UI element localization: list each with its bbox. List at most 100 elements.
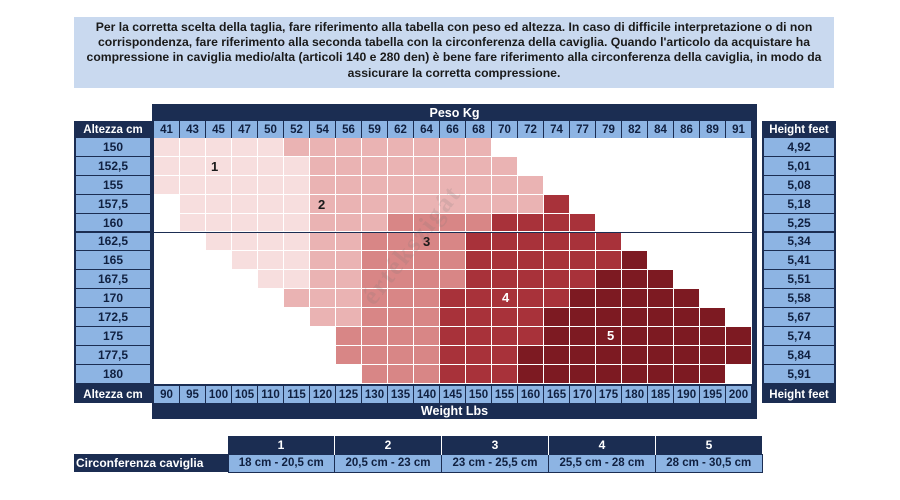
grid-cell [726, 194, 752, 214]
height-cm-label: 175 [76, 327, 150, 346]
grid-cell [284, 364, 310, 384]
grid-cell [544, 138, 570, 157]
height-cm-label: 172,5 [76, 308, 150, 327]
grid-cell [180, 175, 206, 195]
lbs-column-label: 155 [492, 386, 518, 403]
grid-cell [544, 308, 570, 327]
grid-cell [336, 270, 362, 290]
grid-cell [674, 194, 700, 214]
lbs-column-label: 185 [648, 386, 674, 403]
grid-cell [544, 251, 570, 271]
kg-column-label: 45 [206, 121, 232, 138]
grid-cell [622, 364, 648, 384]
grid-cell [362, 270, 388, 290]
grid-cell [388, 308, 414, 327]
grid-cell [258, 327, 284, 346]
grid-cell [440, 213, 466, 233]
grid-cell [674, 345, 700, 365]
lbs-column-label: 170 [570, 386, 596, 403]
grid-cell [284, 138, 310, 157]
grid-cell [518, 327, 544, 346]
grid-cell [206, 156, 232, 176]
grid-cell [440, 175, 466, 195]
grid-cell [440, 251, 466, 271]
legend-range-2: 20,5 cm - 23 cm [334, 453, 442, 473]
grid-cell [700, 194, 726, 214]
grid-cell [362, 194, 388, 214]
height-feet-label: 5,08 [764, 175, 834, 195]
lbs-column-label: 195 [700, 386, 726, 403]
grid-cell [726, 232, 752, 252]
grid-cell [492, 270, 518, 290]
grid-cell [336, 232, 362, 252]
kg-column-label: 54 [310, 121, 336, 138]
grid-cell [388, 327, 414, 346]
lbs-column-label: 90 [154, 386, 180, 403]
grid-cell [336, 345, 362, 365]
grid-cell [492, 289, 518, 309]
grid-cell [154, 251, 180, 271]
grid-cell [440, 308, 466, 327]
grid-cell [570, 289, 596, 309]
grid-cell [362, 251, 388, 271]
lbs-column-label: 145 [440, 386, 466, 403]
grid-cell [466, 232, 492, 252]
grid-cell [440, 194, 466, 214]
grid-cell [544, 270, 570, 290]
ankle-circumference-table: 1 2 3 4 5 Circonferenza caviglia 18 cm -… [74, 436, 763, 473]
grid-cell [336, 364, 362, 384]
height-feet-header: Height feet [762, 121, 836, 138]
height-cm-label: 157,5 [76, 194, 150, 214]
grid-cell [232, 156, 258, 176]
grid-cell [232, 194, 258, 214]
grid-cell [596, 270, 622, 290]
grid-cell [336, 308, 362, 327]
legend-range-4: 25,5 cm - 28 cm [548, 453, 656, 473]
grid-cell [154, 213, 180, 233]
grid-cell [414, 345, 440, 365]
grid-cell [180, 232, 206, 252]
grid-cell [362, 364, 388, 384]
grid-cell [180, 345, 206, 365]
grid-cell [232, 364, 258, 384]
grid-cell [674, 138, 700, 157]
grid-cell [258, 156, 284, 176]
grid-cell [622, 289, 648, 309]
grid-cell [310, 270, 336, 290]
grid-cell [466, 289, 492, 309]
lbs-column-label: 175 [596, 386, 622, 403]
kg-column-label: 64 [414, 121, 440, 138]
grid-cell [388, 270, 414, 290]
grid-cell [206, 308, 232, 327]
grid-cell [154, 156, 180, 176]
grid-cell [674, 251, 700, 271]
grid-cell [362, 156, 388, 176]
grid-cell [336, 251, 362, 271]
grid-cell [414, 327, 440, 346]
grid-cell [466, 364, 492, 384]
height-feet-label: 5,74 [764, 327, 834, 346]
grid-cell [362, 232, 388, 252]
grid-cell [388, 156, 414, 176]
grid-cell [284, 270, 310, 290]
legend-corner [74, 436, 228, 454]
grid-cell [206, 138, 232, 157]
legend-range-5: 28 cm - 30,5 cm [655, 453, 763, 473]
grid-cell [232, 251, 258, 271]
grid-cell [258, 251, 284, 271]
height-cm-label: 165 [76, 251, 150, 271]
grid-cell [700, 345, 726, 365]
grid-cell [232, 232, 258, 252]
grid-cell [544, 175, 570, 195]
grid-cell [440, 270, 466, 290]
grid-cell [492, 364, 518, 384]
height-feet-label: 5,84 [764, 345, 834, 365]
grid-cell [700, 270, 726, 290]
grid-cell [180, 327, 206, 346]
grid-cell [570, 213, 596, 233]
grid-cell [206, 194, 232, 214]
kg-column-label: 84 [648, 121, 674, 138]
grid-cell [596, 232, 622, 252]
grid-cell [648, 345, 674, 365]
lbs-column-label: 110 [258, 386, 284, 403]
